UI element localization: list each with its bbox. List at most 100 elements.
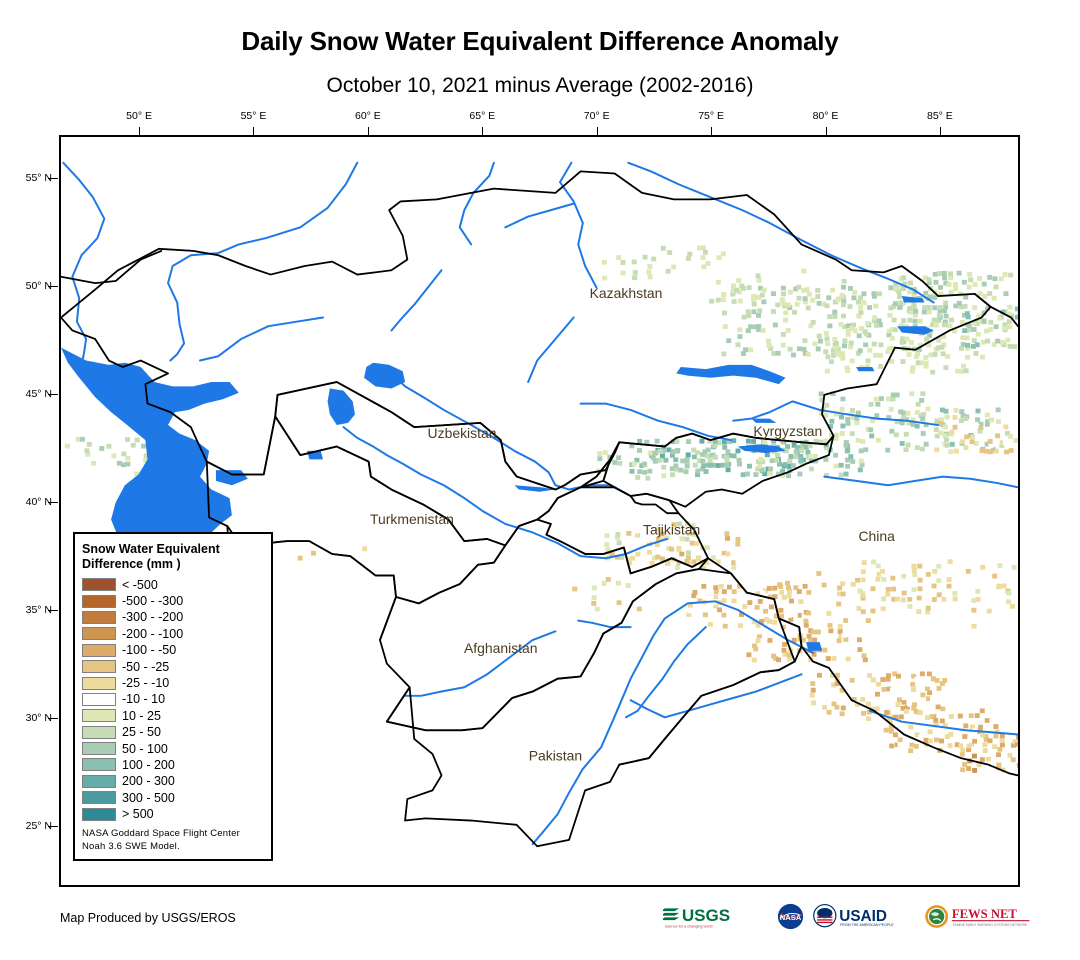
legend-color-swatch bbox=[82, 643, 116, 657]
latitude-tick bbox=[48, 826, 58, 828]
latitude-label: 45° N bbox=[25, 388, 52, 401]
legend-color-swatch bbox=[82, 791, 116, 805]
legend-title: Snow Water Equivalent Difference (mm ) bbox=[82, 542, 264, 572]
latitude-tick bbox=[48, 286, 58, 288]
legend-row: -100 - -50 bbox=[82, 642, 264, 658]
svg-text:FROM THE AMERICAN PEOPLE: FROM THE AMERICAN PEOPLE bbox=[840, 923, 894, 927]
latitude-label: 40° N bbox=[25, 496, 52, 509]
longitude-tick bbox=[367, 127, 369, 135]
legend-color-swatch bbox=[82, 610, 116, 624]
latitude-label: 50° N bbox=[25, 280, 52, 293]
country-label-afghanistan: Afghanistan bbox=[464, 640, 538, 656]
longitude-label: 60° E bbox=[354, 110, 381, 122]
latitude-tick bbox=[48, 502, 58, 504]
legend-row: 100 - 200 bbox=[82, 757, 264, 773]
legend-row: -50 - -25 bbox=[82, 658, 264, 674]
legend-title-line1: Snow Water Equivalent bbox=[82, 542, 220, 556]
legend-color-swatch bbox=[82, 660, 116, 674]
legend-color-swatch bbox=[82, 578, 116, 592]
latitude-label: 30° N bbox=[25, 712, 52, 725]
legend-row: 25 - 50 bbox=[82, 724, 264, 740]
svg-text:USGS: USGS bbox=[682, 906, 730, 925]
longitude-label: 75° E bbox=[698, 110, 724, 122]
latitude-tick bbox=[48, 178, 58, 180]
legend-range-label: 50 - 100 bbox=[122, 741, 168, 756]
legend-range-label: 10 - 25 bbox=[122, 708, 161, 723]
longitude-label: 80° E bbox=[812, 110, 839, 122]
latitude-tick bbox=[48, 394, 58, 396]
longitude-tick bbox=[825, 127, 827, 135]
longitude-tick bbox=[139, 127, 141, 135]
legend-color-swatch bbox=[82, 627, 116, 641]
agency-logo-bar: USGS science for a changing world NASA U… bbox=[663, 903, 1032, 930]
legend-color-swatch bbox=[82, 725, 116, 739]
svg-text:FEWS NET: FEWS NET bbox=[952, 907, 1018, 921]
nasa-logo: NASA bbox=[777, 903, 804, 930]
legend-range-label: -300 - -200 bbox=[122, 610, 184, 625]
legend-source-line1: NASA Goddard Space Flight Center bbox=[82, 828, 240, 840]
legend-row: -300 - -200 bbox=[82, 609, 264, 625]
legend-color-swatch bbox=[82, 758, 116, 772]
country-label-uzbekistan: Uzbekistan bbox=[428, 425, 497, 441]
legend-row: -25 - -10 bbox=[82, 675, 264, 691]
legend-range-label: 200 - 300 bbox=[122, 774, 175, 789]
longitude-tick bbox=[596, 127, 598, 135]
legend-range-label: -25 - -10 bbox=[122, 676, 170, 691]
map-legend: Snow Water Equivalent Difference (mm ) <… bbox=[73, 532, 273, 861]
legend-range-label: 25 - 50 bbox=[122, 725, 161, 740]
latitude-label: 55° N bbox=[25, 172, 52, 185]
longitude-tick bbox=[711, 127, 713, 135]
svg-text:FAMINE EARLY WARNING SYSTEMS N: FAMINE EARLY WARNING SYSTEMS NETWORK bbox=[953, 923, 1028, 927]
longitude-tick bbox=[482, 127, 484, 135]
legend-row: 50 - 100 bbox=[82, 740, 264, 756]
legend-entries: < -500 -500 - -300 -300 - -200 -200 - -100 -… bbox=[82, 577, 264, 823]
legend-range-label: > 500 bbox=[122, 807, 154, 822]
page-title: Daily Snow Water Equivalent Difference A… bbox=[241, 26, 839, 56]
legend-range-label: -200 - -100 bbox=[122, 626, 184, 641]
legend-color-swatch bbox=[82, 742, 116, 756]
legend-range-label: -500 - -300 bbox=[122, 594, 184, 609]
anomaly-raster-layer bbox=[64, 245, 1018, 773]
longitude-label: 65° E bbox=[469, 110, 496, 122]
legend-row: > 500 bbox=[82, 806, 264, 822]
legend-row: 300 - 500 bbox=[82, 790, 264, 806]
legend-color-swatch bbox=[82, 594, 116, 608]
legend-row: 200 - 300 bbox=[82, 773, 264, 789]
fewsnet-logo: FEWS NET FAMINE EARLY WARNING SYSTEMS NE… bbox=[925, 905, 1030, 928]
legend-row: 10 - 25 bbox=[82, 708, 264, 724]
svg-text:science for a changing world: science for a changing world bbox=[665, 924, 713, 928]
page-subtitle: October 10, 2021 minus Average (2002-201… bbox=[326, 74, 754, 97]
svg-text:NASA: NASA bbox=[780, 913, 802, 922]
legend-row: < -500 bbox=[82, 577, 264, 593]
usgs-logo: USGS science for a changing world bbox=[663, 906, 730, 928]
country-label-kyrgyzstan: Kyrgyzstan bbox=[753, 423, 822, 439]
country-label-turkmenistan: Turkmenistan bbox=[370, 511, 454, 527]
footer-credit: Map Produced by USGS/EROS bbox=[60, 911, 236, 925]
svg-text:USAID: USAID bbox=[839, 908, 887, 925]
country-label-kazakhstan: Kazakhstan bbox=[590, 285, 663, 301]
country-label-china: China bbox=[858, 528, 895, 544]
longitude-label: 85° E bbox=[927, 110, 953, 122]
legend-range-label: -100 - -50 bbox=[122, 643, 177, 658]
country-labels-layer: Kazakhstan Uzbekistan Turkmenistan Tajikist… bbox=[370, 285, 895, 763]
latitude-label: 25° N bbox=[25, 820, 52, 833]
water-bodies-layer bbox=[61, 296, 934, 651]
longitude-label: 55° E bbox=[240, 110, 267, 122]
legend-range-label: 100 - 200 bbox=[122, 757, 175, 772]
longitude-label: 70° E bbox=[583, 110, 610, 122]
legend-source-line2: Noah 3.6 SWE Model. bbox=[82, 840, 180, 852]
legend-color-swatch bbox=[82, 774, 116, 788]
legend-range-label: -50 - -25 bbox=[122, 659, 170, 674]
country-label-tajikistan: Tajikistan bbox=[643, 522, 700, 538]
longitude-label: 50° E bbox=[126, 110, 152, 122]
legend-row: -10 - 10 bbox=[82, 691, 264, 707]
longitude-tick bbox=[253, 127, 255, 135]
rivers-layer bbox=[62, 161, 1018, 846]
legend-source-note: NASA Goddard Space Flight Center Noah 3.… bbox=[82, 828, 264, 852]
longitude-tick bbox=[939, 127, 941, 135]
legend-title-line2: Difference (mm ) bbox=[82, 556, 181, 571]
legend-range-label: < -500 bbox=[122, 577, 158, 592]
legend-row: -500 - -300 bbox=[82, 593, 264, 609]
country-label-pakistan: Pakistan bbox=[529, 747, 582, 763]
